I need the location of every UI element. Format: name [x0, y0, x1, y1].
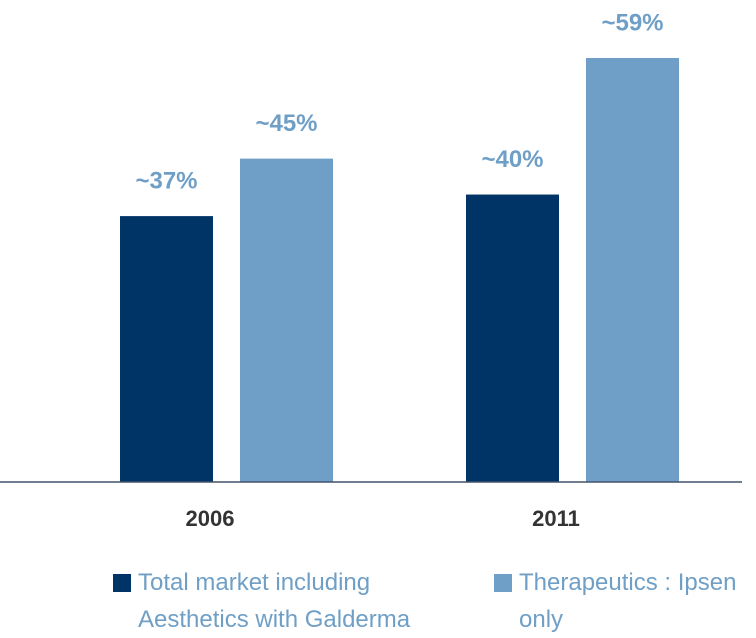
data-label: ~59% — [601, 9, 663, 36]
data-label: ~40% — [481, 146, 543, 173]
legend-swatch — [113, 574, 131, 592]
bar — [120, 216, 213, 483]
data-label: ~37% — [135, 167, 197, 194]
bar — [586, 58, 679, 482]
x-tick-label: 2006 — [186, 506, 235, 531]
legend-label: Total market including Aesthetics with G… — [138, 569, 411, 633]
bar — [240, 158, 333, 482]
legend-label: Therapeutics : Ipsen only — [519, 569, 737, 633]
x-tick-label: 2011 — [532, 506, 580, 531]
data-label: ~45% — [255, 110, 317, 137]
legend-swatch — [494, 574, 512, 592]
bar — [466, 194, 559, 483]
